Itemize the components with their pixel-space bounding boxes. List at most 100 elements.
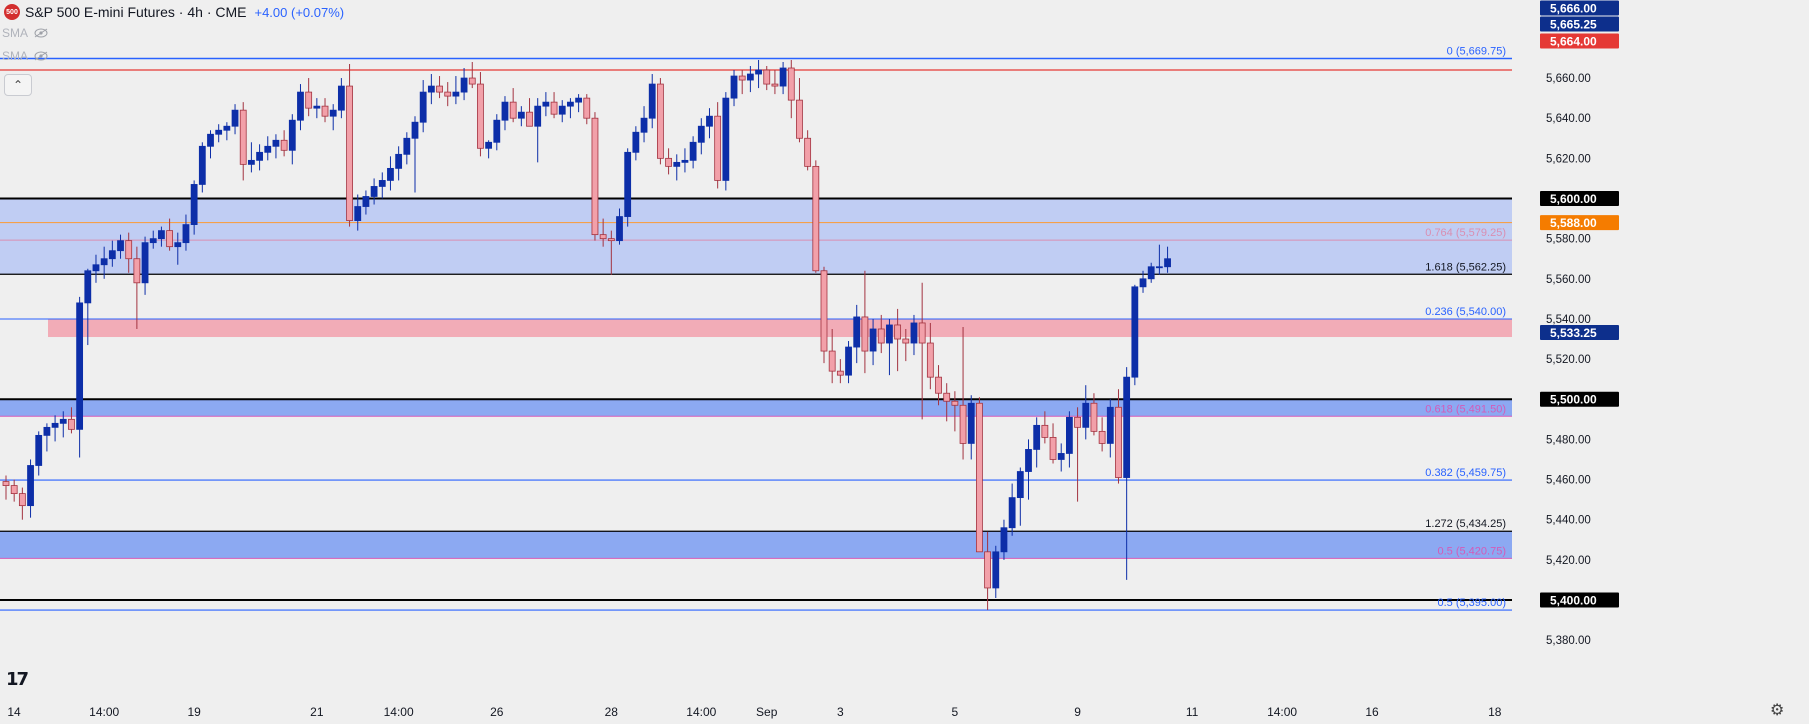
candle-body <box>133 258 141 284</box>
candle-body <box>444 91 452 97</box>
price-badge-label: 5,588.00 <box>1550 216 1597 230</box>
price-badge <box>1540 16 1619 32</box>
candle-body <box>117 240 124 252</box>
candle-body <box>763 69 771 85</box>
candle-body <box>108 250 116 260</box>
candle-body <box>967 402 975 444</box>
candle-body <box>485 141 493 149</box>
candle-body <box>239 109 247 165</box>
candle-body <box>992 551 1000 589</box>
candle-body <box>591 117 599 236</box>
candle-body <box>1049 436 1057 460</box>
candle-body <box>1008 497 1016 529</box>
candle-body <box>575 97 582 103</box>
candle-body <box>755 69 762 75</box>
eye-hidden-icon[interactable] <box>34 51 48 61</box>
candle-body <box>1131 286 1139 378</box>
x-tick-label: 14 <box>7 705 21 719</box>
level-label: 0.764 (5,579.25) <box>1425 227 1506 239</box>
collapse-legend-button[interactable]: ⌃ <box>4 74 32 96</box>
candle-body <box>321 105 329 117</box>
candle-body <box>796 99 803 139</box>
gear-icon[interactable]: ⚙ <box>1770 702 1785 719</box>
indicator-label: SMA <box>2 26 29 40</box>
candle-body <box>174 242 182 248</box>
chart-title: S&P 500 E-mini Futures · 4h · CME <box>25 4 247 20</box>
candle-body <box>517 111 525 119</box>
candle-body <box>738 75 746 81</box>
candle-body <box>288 119 296 151</box>
candle-body <box>902 338 910 344</box>
candle-body <box>730 75 738 99</box>
indicator-sma-1[interactable]: SMA <box>2 26 48 40</box>
candle-body <box>534 105 542 127</box>
x-tick-label: 11 <box>1186 705 1199 719</box>
candle-body <box>509 101 517 119</box>
x-tick-label: 18 <box>1488 705 1502 719</box>
x-tick-label: 28 <box>605 705 619 719</box>
level-label: 0.618 (5,491.50) <box>1425 403 1506 415</box>
candle-body <box>632 131 640 153</box>
candle-body <box>354 206 362 221</box>
candle-body <box>256 151 263 161</box>
price-axis <box>1512 0 1809 700</box>
candle-body <box>869 328 877 352</box>
y-tick-label: 5,480.00 <box>1546 434 1591 446</box>
candle-body <box>877 328 885 344</box>
level-label: 1.272 (5,434.25) <box>1425 518 1506 530</box>
x-tick-label: 14:00 <box>89 705 119 719</box>
x-tick-label: 19 <box>187 705 201 719</box>
eye-hidden-icon[interactable] <box>34 28 48 38</box>
candle-body <box>76 302 84 430</box>
candle-body <box>337 85 345 111</box>
candle-body <box>1164 258 1171 268</box>
candle-body <box>812 165 820 272</box>
price-zone <box>0 399 1512 417</box>
candle-body <box>10 485 18 495</box>
candle-body <box>820 270 828 352</box>
candle-body <box>207 133 214 147</box>
candle-body <box>305 91 313 109</box>
candle-body <box>395 153 403 169</box>
candle-body <box>231 109 239 127</box>
candle-body <box>51 422 59 428</box>
candle-body <box>706 115 713 127</box>
candle-body <box>125 240 133 260</box>
x-tick-label: 21 <box>310 705 324 719</box>
candle-body <box>894 324 902 340</box>
candle-body <box>68 418 75 430</box>
indicator-sma-2[interactable]: SMA <box>2 49 48 63</box>
candle-body <box>935 376 942 394</box>
chevron-up-icon: ⌃ <box>12 78 24 92</box>
price-badge-label: 5,600.00 <box>1550 192 1597 206</box>
candle-body <box>92 264 100 272</box>
candle-body <box>501 101 509 121</box>
x-tick-label: 14:00 <box>686 705 716 719</box>
candle-body <box>215 129 223 135</box>
chart-legend[interactable]: 500 S&P 500 E-mini Futures · 4h · CME +4… <box>4 2 344 22</box>
price-badge-label: 5,533.25 <box>1550 326 1597 340</box>
y-tick-label: 5,640.00 <box>1546 113 1591 125</box>
candle-body <box>1033 424 1041 450</box>
x-tick-label: 14:00 <box>384 705 414 719</box>
candle-body <box>158 230 165 240</box>
candle-body <box>836 370 844 376</box>
candle-body <box>673 161 681 167</box>
x-tick-label: 3 <box>837 705 844 719</box>
candle-body <box>861 316 869 352</box>
candle-body <box>346 85 353 221</box>
candle-body <box>297 91 304 121</box>
price-zone <box>0 531 1512 559</box>
candle-body <box>35 434 43 466</box>
candle-body <box>264 145 272 153</box>
candle-body <box>1123 376 1131 478</box>
candle-body <box>141 242 149 284</box>
candle-body <box>403 137 411 155</box>
candle-body <box>657 83 664 159</box>
candle-body <box>370 186 378 197</box>
candle-body <box>567 101 574 107</box>
candle-body <box>100 258 108 266</box>
candle-body <box>697 125 705 143</box>
candle-body <box>1139 278 1147 288</box>
